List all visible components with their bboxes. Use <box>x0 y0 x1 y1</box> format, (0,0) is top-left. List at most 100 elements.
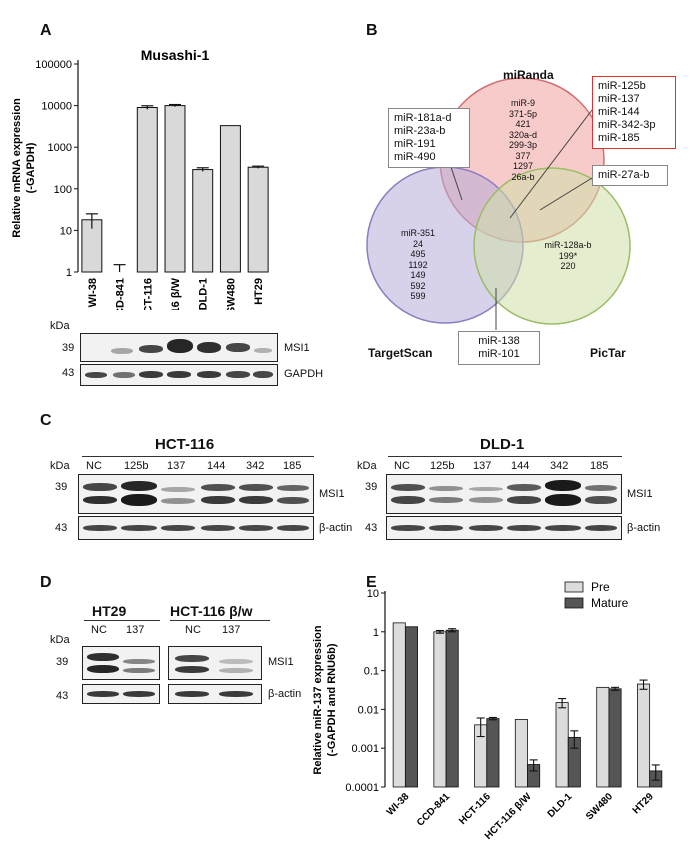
panel-e-category-label: WI-38 <box>385 791 412 818</box>
panel-d-right-title-rule <box>170 620 270 621</box>
panel-a-ytick-label: 1 <box>66 267 72 279</box>
panel-c-right-label-actin: β-actin <box>627 522 661 534</box>
panel-a-ytick-label: 10 <box>60 225 72 237</box>
panel-d-label-msi1: MSI1 <box>268 656 294 668</box>
panel-letter-b: B <box>366 22 378 39</box>
panel-c-left-lane-137: 137 <box>167 460 186 472</box>
panel-c-right-label-msi1: MSI1 <box>627 488 653 500</box>
panel-c-right-lane-137: 137 <box>473 460 492 472</box>
panel-e-category-label: HT29 <box>631 791 656 816</box>
panel-d-left-actin-blot <box>82 684 160 704</box>
panel-d-right-lane-nc: NC <box>185 624 201 636</box>
venn-list-targetscan-only: miR-351 24 495 1192 149 592 599 <box>400 228 435 301</box>
panel-c-right-actin-blot <box>386 516 622 540</box>
panel-a-ytick-label: 100 <box>54 184 72 196</box>
panel-c-left-marker-39: 39 <box>55 481 68 493</box>
panel-a-category-label: WI-38 <box>87 278 99 307</box>
panel-e-bar-pre <box>555 702 569 788</box>
venn-label-miranda: miRanda <box>503 68 554 82</box>
panel-a-ylabel: Relative mRNA expression <box>11 98 23 238</box>
panel-d-left-title: HT29 <box>92 603 127 619</box>
panel-c-right-lane-nc: NC <box>394 460 410 472</box>
panel-e-bar-pre <box>392 622 406 788</box>
panel-e-category-label: DLD-1 <box>546 791 575 820</box>
venn-list-pictar-only: miR-128a-b 199* 220 <box>544 240 592 271</box>
panel-c-right-lane-125b: 125b <box>430 460 455 472</box>
panel-e-ytick-label: 0.0001 <box>345 782 379 794</box>
panel-c-right-kda: kDa <box>357 460 377 472</box>
panel-c-left-label-actin: β-actin <box>319 522 353 534</box>
panel-c-right-marker-43: 43 <box>365 522 378 534</box>
panel-e-bar-mature <box>445 629 459 788</box>
callout-all-three: miR-125b miR-137 miR-144 miR-342-3p miR-18… <box>592 76 676 149</box>
panel-d-kda: kDa <box>50 634 70 646</box>
callout-miranda-pictar: miR-27a-b <box>592 165 668 186</box>
panel-a-category-label: HCT-116 β/W <box>170 277 182 310</box>
panel-a-bar <box>164 105 186 273</box>
panel-b-venn-diagram <box>366 77 631 330</box>
panel-c-right-msi1-blot <box>386 474 622 514</box>
panel-a-bar <box>247 166 269 273</box>
panel-e-ytick-label: 0.001 <box>351 743 379 755</box>
panel-c-left-msi1-blot <box>78 474 314 514</box>
panel-d-marker-43: 43 <box>56 690 69 702</box>
panel-letter-e: E <box>366 574 377 591</box>
panel-e-bar-pre <box>596 686 610 788</box>
panel-letter-d: D <box>40 574 52 591</box>
callout-line-miranda-pictar <box>539 177 593 211</box>
panel-d-label-actin: β-actin <box>268 688 302 700</box>
panel-a-label-msi1: MSI1 <box>284 342 310 354</box>
panel-e-bar-pre <box>433 631 447 788</box>
panel-a-marker-39: 39 <box>62 342 75 354</box>
panel-a-ylabel-2: (-GAPDH) <box>25 142 37 193</box>
panel-d-left-lane-nc: NC <box>91 624 107 636</box>
panel-e-bar-pre <box>637 683 651 788</box>
panel-c-right-lane-144: 144 <box>511 460 530 472</box>
panel-a-category-label: DLD-1 <box>198 278 210 310</box>
panel-a-kda-label: kDa <box>50 320 70 332</box>
callout-targetscan-pictar: miR-138 miR-101 <box>458 331 540 365</box>
panel-e-category-label: CCD-841 <box>415 791 453 829</box>
panel-d-right-title: HCT-116 β/w <box>170 603 253 619</box>
panel-c-right-lane-342: 342 <box>550 460 569 472</box>
panel-e-category-label: HCT-116 <box>457 791 493 827</box>
panel-c-right-lane-185: 185 <box>590 460 609 472</box>
panel-letter-c: C <box>40 412 52 429</box>
panel-c-left-lane-342: 342 <box>246 460 265 472</box>
panel-e-bar-chart: Relative miR-137 expression (-GAPDH and R… <box>312 580 663 842</box>
panel-c-left-title: HCT-116 <box>155 436 215 453</box>
panel-e-ytick-label: 10 <box>367 588 379 600</box>
panel-c-left-label-msi1: MSI1 <box>319 488 345 500</box>
callout-miranda-targetscan: miR-181a-d miR-23a-b miR-191 miR-490 <box>388 108 470 168</box>
panel-a-bar <box>192 169 214 273</box>
panel-e-bar-mature <box>404 626 418 788</box>
panel-a-category-label: HT29 <box>253 278 265 305</box>
panel-c-left-actin-blot <box>78 516 314 540</box>
panel-c-left-lane-nc: NC <box>86 460 102 472</box>
venn-circle-pictar <box>473 167 631 325</box>
panel-a-category-label: CCD-841 <box>115 278 127 310</box>
panel-a-ytick-label: 1000 <box>48 142 72 154</box>
panel-a-gapdh-blot <box>80 364 278 386</box>
callout-line-all-three <box>509 109 593 219</box>
panel-e-legend-label-pre: Pre <box>591 580 610 594</box>
panel-a-category-label: SW480 <box>225 278 237 310</box>
panel-e-ylabel-2: (-GAPDH and RNU6b) <box>326 643 338 756</box>
venn-label-targetscan: TargetScan <box>368 346 433 360</box>
panel-d-marker-39: 39 <box>56 656 69 668</box>
panel-c-right-title-rule <box>388 456 622 457</box>
panel-e-ytick-label: 0.1 <box>364 666 379 678</box>
panel-a-category-label: HCT-116 <box>142 278 154 310</box>
panel-c-left-lane-125b: 125b <box>124 460 149 472</box>
panel-e-ylabel: Relative miR-137 expression <box>312 625 324 774</box>
panel-e-category-label: SW480 <box>584 791 615 822</box>
panel-c-left-marker-43: 43 <box>55 522 68 534</box>
panel-d-right-actin-blot <box>168 684 262 704</box>
panel-a-marker-43: 43 <box>62 367 75 379</box>
panel-d-right-lane-137: 137 <box>222 624 241 636</box>
panel-a-bar <box>219 125 241 273</box>
panel-d-left-msi1-blot <box>82 646 160 680</box>
panel-c-right-marker-39: 39 <box>365 481 378 493</box>
panel-a-msi1-blot <box>80 333 278 362</box>
panel-c-right-title: DLD-1 <box>480 436 525 453</box>
